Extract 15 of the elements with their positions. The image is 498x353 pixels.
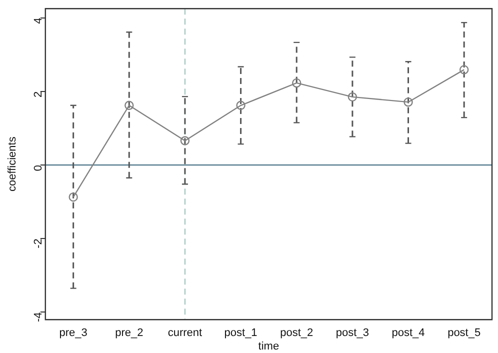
x-tick-label: pre_2: [115, 327, 144, 340]
x-tick-label: pre_3: [59, 327, 88, 340]
x-tick-label: post_1: [224, 327, 258, 340]
y-tick-label: -2: [32, 238, 44, 248]
y-tick-label: 2: [32, 91, 44, 98]
x-tick-label: current: [168, 327, 202, 340]
x-tick-label: post_2: [280, 327, 314, 340]
y-tick-label: 0: [32, 165, 44, 172]
x-tick-label: post_3: [336, 327, 369, 340]
y-tick-label: 4: [32, 18, 44, 24]
y-tick-label: -4: [32, 312, 44, 322]
x-tick-label: post_5: [448, 327, 481, 340]
y-axis-title: coefficients: [6, 136, 19, 192]
x-axis-title: time: [258, 340, 280, 352]
x-tick-label: post_4: [392, 327, 425, 340]
